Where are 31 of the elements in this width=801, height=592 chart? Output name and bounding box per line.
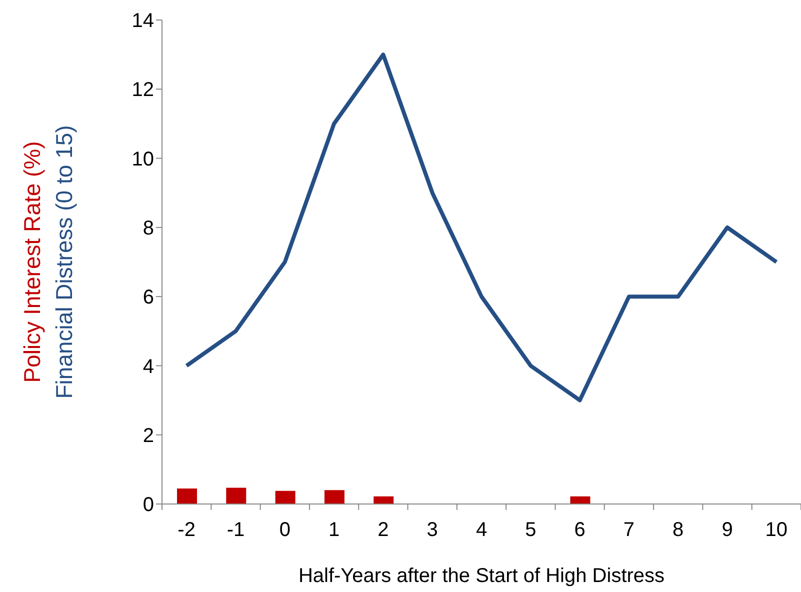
y-tick-label: 6 bbox=[142, 286, 154, 309]
y-tick-label: 10 bbox=[132, 148, 154, 170]
x-axis-title: Half-Years after the Start of High Distress bbox=[298, 565, 665, 587]
x-tick-label: -1 bbox=[226, 519, 245, 541]
x-tick-label: 1 bbox=[328, 519, 340, 541]
x-tick-label: 4 bbox=[476, 519, 488, 541]
x-tick-label: 5 bbox=[525, 519, 536, 541]
y-tick-label: 14 bbox=[132, 10, 154, 32]
text: Financial Distress (0 to 15) bbox=[51, 125, 77, 399]
bar bbox=[275, 490, 296, 504]
x-tick-label: 3 bbox=[426, 519, 438, 541]
bar bbox=[226, 488, 246, 504]
text: Policy Interest Rate (%) bbox=[19, 141, 45, 383]
bar bbox=[570, 496, 590, 504]
x-tick-label: 9 bbox=[722, 519, 733, 541]
y-tick-label: 4 bbox=[142, 356, 154, 378]
x-tick-label: 2 bbox=[378, 519, 389, 541]
x-tick-label: 10 bbox=[765, 519, 788, 541]
bar bbox=[177, 488, 197, 504]
x-tick-label: 8 bbox=[672, 519, 684, 541]
y-tick-label: 0 bbox=[142, 494, 154, 516]
x-tick-label: -2 bbox=[178, 519, 196, 541]
x-tick-label: 7 bbox=[623, 519, 635, 541]
x-tick-label: 0 bbox=[279, 519, 290, 541]
bar bbox=[374, 496, 394, 504]
x-tick-label: 6 bbox=[574, 519, 586, 541]
line-series bbox=[184, 52, 778, 402]
y-tick-label: 2 bbox=[142, 424, 154, 447]
bar bbox=[324, 490, 344, 504]
y-tick-label: 12 bbox=[132, 79, 154, 102]
y-tick-label: 8 bbox=[142, 218, 154, 240]
